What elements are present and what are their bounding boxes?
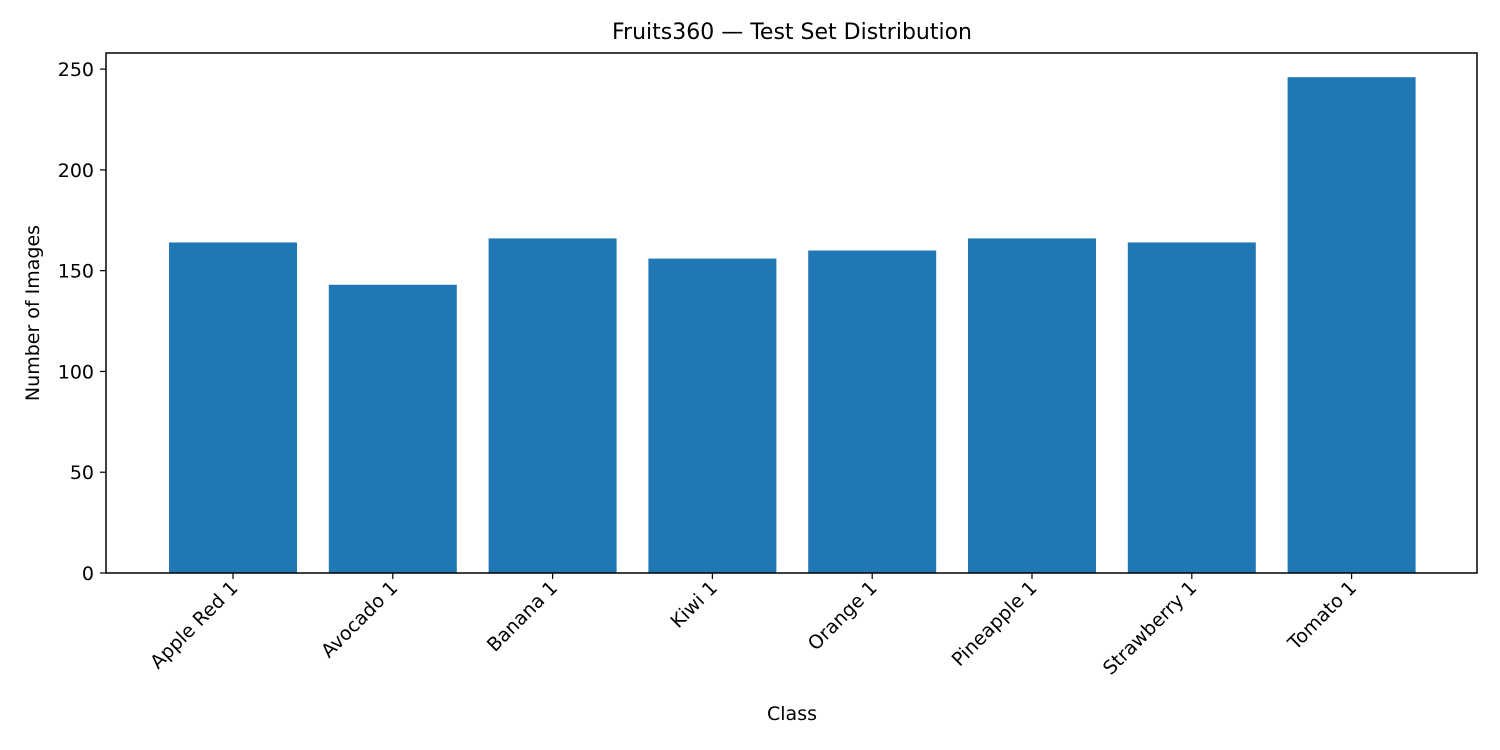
y-tick-label: 250 bbox=[58, 59, 94, 81]
y-tick-label: 200 bbox=[58, 160, 94, 182]
x-tick-label: Banana 1 bbox=[483, 577, 562, 656]
x-axis-ticks: Apple Red 1 Avocado 1 Banana 1 Kiwi 1 Orange… bbox=[146, 573, 1361, 679]
bar-banana-1 bbox=[488, 238, 617, 573]
x-tick-label: Kiwi 1 bbox=[666, 577, 722, 633]
y-tick-label: 0 bbox=[82, 563, 94, 585]
y-axis-ticks: 0 50 100 150 200 250 bbox=[58, 59, 106, 585]
chart-title: Fruits360 — Test Set Distribution bbox=[612, 20, 972, 45]
x-tick-label: Orange 1 bbox=[804, 577, 882, 655]
x-axis-label: Class bbox=[767, 703, 817, 725]
y-tick-label: 50 bbox=[70, 462, 94, 484]
x-tick-label: Apple Red 1 bbox=[146, 577, 242, 673]
x-tick-label: Strawberry 1 bbox=[1099, 577, 1201, 679]
x-tick-label: Pineapple 1 bbox=[948, 577, 1042, 671]
y-tick-label: 100 bbox=[58, 361, 94, 383]
bar-tomato-1 bbox=[1287, 77, 1416, 573]
bar-apple-red-1 bbox=[169, 242, 297, 573]
bar-orange-1 bbox=[808, 250, 937, 573]
bar-avocado-1 bbox=[328, 284, 457, 573]
bar-strawberry-1 bbox=[1127, 242, 1256, 573]
y-tick-label: 150 bbox=[58, 261, 94, 283]
plot-frame bbox=[105, 52, 1478, 574]
y-axis-label: Number of Images bbox=[22, 225, 44, 401]
bars-group bbox=[169, 77, 1416, 573]
x-tick-label: Tomato 1 bbox=[1283, 577, 1361, 655]
bar-kiwi-1 bbox=[648, 258, 777, 573]
bar-pineapple-1 bbox=[968, 238, 1096, 573]
x-tick-label: Avocado 1 bbox=[317, 577, 402, 662]
